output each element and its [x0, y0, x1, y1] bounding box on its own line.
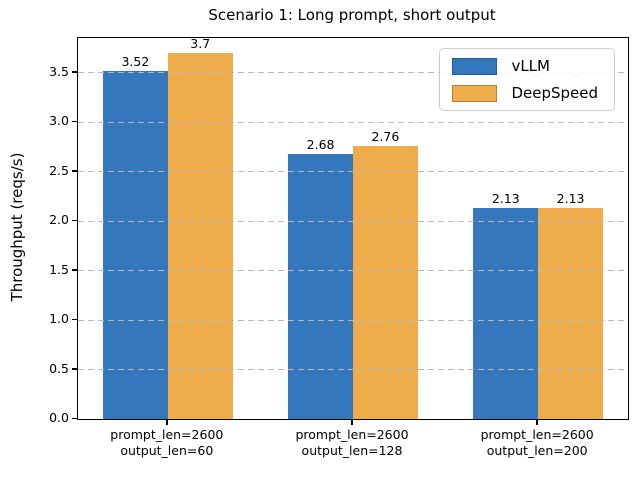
bar-vLLM-group3	[473, 208, 539, 419]
bar-DeepSpeed-group3	[538, 208, 603, 419]
xtick-label-group3: prompt_len=2600 output_len=200	[480, 427, 594, 458]
xtick-label-group1: prompt_len=2600 output_len=60	[110, 427, 224, 458]
ytick-mark	[72, 318, 77, 321]
ytick-label: 1.5	[49, 261, 69, 277]
ytick-label: 3.0	[49, 113, 69, 129]
bar-vLLM-group2	[288, 153, 353, 419]
ytick-label: 3.5	[49, 63, 69, 79]
ytick-label: 2.5	[49, 162, 69, 178]
ytick-mark	[72, 71, 77, 73]
ytick-mark	[72, 368, 77, 370]
chart-title: Scenario 1: Long prompt, short output	[208, 6, 496, 24]
legend-entry-DeepSpeed: DeepSpeed	[452, 84, 602, 102]
xtick-label-group2: prompt_len=2600 output_len=128	[295, 427, 409, 458]
xtick-mark	[536, 419, 538, 425]
legend-entry-vLLM: vLLM	[452, 57, 602, 75]
xtick-mark	[351, 419, 353, 425]
plot-area: 3.52 2.68 2.13 3.7 2.76 2.13 vLLM DeepSpeed	[77, 36, 629, 420]
ytick-label: 1.0	[49, 311, 69, 327]
legend: vLLM DeepSpeed	[439, 48, 615, 111]
legend-swatch	[452, 57, 498, 75]
bars-layer	[78, 38, 628, 419]
xtick-mark	[166, 419, 168, 425]
legend-label: vLLM	[511, 57, 550, 75]
ytick-label: 0.5	[49, 360, 69, 376]
ytick-label: 2.0	[49, 212, 69, 228]
y-axis-label: Throughput (reqs/s)	[8, 152, 26, 302]
ytick-label: 0.0	[49, 410, 69, 425]
ytick-mark	[72, 269, 77, 271]
ytick-mark	[72, 417, 77, 419]
bar-DeepSpeed-group2	[353, 145, 418, 419]
ytick-mark	[72, 120, 77, 123]
legend-swatch	[452, 84, 498, 102]
legend-label: DeepSpeed	[511, 84, 598, 102]
ytick-mark	[72, 219, 77, 222]
bar-DeepSpeed-group1	[167, 52, 233, 419]
bar-vLLM-group1	[103, 70, 168, 419]
ytick-mark	[72, 170, 77, 172]
